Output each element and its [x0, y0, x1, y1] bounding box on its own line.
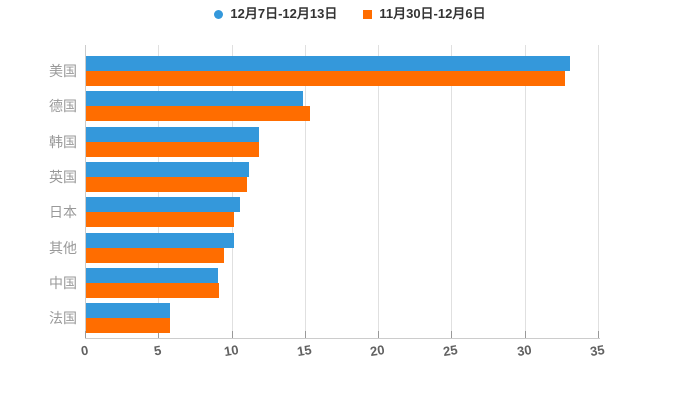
bar-德国-series1	[86, 91, 303, 107]
bar-其他-series1	[86, 232, 235, 248]
bar-法国-series2	[86, 318, 170, 334]
category-label-7: 中国	[49, 274, 77, 291]
legend-marker-circle-icon	[214, 9, 224, 19]
bar-美国-series2	[86, 71, 566, 86]
x-axis-tick	[598, 331, 599, 338]
bar-中国-series2	[86, 282, 220, 298]
legend-marker-square-icon	[363, 9, 373, 19]
category-label-8: 法国	[49, 310, 77, 327]
x-axis-tick	[451, 331, 453, 338]
x-tick-label: 15	[295, 341, 313, 360]
x-tick-label: 25	[442, 341, 460, 360]
bar-法国-series1	[86, 303, 170, 319]
x-tick-label: 0	[79, 342, 90, 359]
bar-日本-series2	[86, 212, 235, 228]
gridline-25	[451, 45, 453, 338]
category-label-1: 美国	[49, 63, 77, 79]
x-tick-label: 20	[369, 341, 386, 360]
x-axis-tick	[378, 331, 380, 338]
category-label-6: 其他	[49, 239, 77, 256]
gridline-20	[378, 45, 380, 338]
y-axis-line	[85, 45, 86, 338]
x-axis-tick	[231, 331, 233, 338]
x-axis-tick	[304, 331, 306, 338]
x-axis-line	[85, 338, 600, 339]
gridline-15	[304, 45, 306, 338]
bar-中国-series1	[86, 267, 218, 283]
bar-英国-series1	[86, 161, 249, 177]
bar-韩国-series2	[86, 141, 259, 157]
category-label-5: 日本	[49, 204, 77, 221]
x-axis-tick	[158, 331, 160, 338]
bar-美国-series1	[86, 56, 570, 71]
bar-英国-series2	[86, 176, 248, 192]
category-label-2: 德国	[49, 98, 77, 115]
bar-其他-series2	[86, 247, 224, 263]
gridline-30	[524, 45, 526, 338]
category-label-4: 英国	[49, 168, 77, 185]
legend-label-series2: 11月30日-12月6日	[379, 6, 486, 21]
x-tick-label: 5	[153, 342, 163, 359]
legend-label-series1: 12月7日-12月13日	[230, 6, 338, 21]
x-tick-label: 35	[588, 341, 606, 360]
bar-德国-series2	[86, 106, 311, 122]
x-axis-tick	[524, 331, 526, 338]
gridline-35	[598, 45, 599, 338]
bar-韩国-series1	[86, 126, 259, 142]
x-tick-label: 10	[222, 341, 240, 360]
legend-item-series1[interactable]: 12月7日-12月13日	[214, 6, 337, 22]
x-tick-label: 30	[515, 341, 533, 360]
category-label-3: 韩国	[49, 133, 77, 150]
bar-日本-series1	[86, 197, 240, 213]
legend-item-series2[interactable]: 11月30日-12月6日	[363, 6, 486, 22]
x-axis-tick	[85, 331, 86, 338]
chart-legend: 12月7日-12月13日 11月30日-12月6日	[0, 6, 700, 22]
